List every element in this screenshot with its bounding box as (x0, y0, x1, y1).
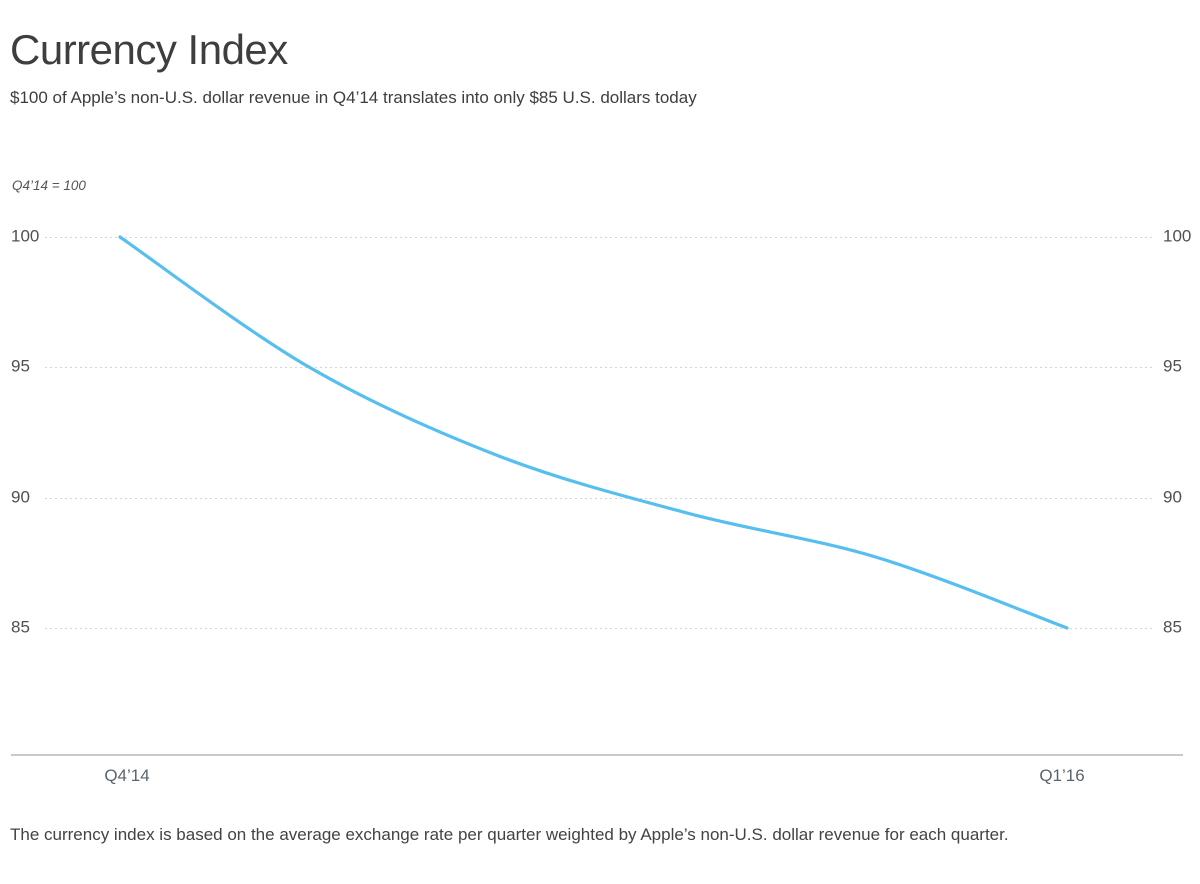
x-axis-line (11, 754, 1183, 756)
index-base-note: Q4’14 = 100 (12, 178, 86, 193)
y-axis-label-right: 100 (1163, 226, 1192, 246)
gridline (45, 497, 1152, 499)
gridline (45, 236, 1152, 238)
y-axis-label-left: 85 (11, 617, 30, 637)
y-axis-label-right: 90 (1163, 487, 1182, 507)
y-axis-label-left: 95 (11, 356, 30, 376)
gridline (45, 366, 1152, 368)
y-axis-label-right: 95 (1163, 356, 1182, 376)
y-axis-label-left: 90 (11, 487, 30, 507)
chart-subtitle: $100 of Apple’s non-U.S. dollar revenue … (10, 88, 697, 107)
x-axis-label-end: Q1’16 (1039, 766, 1085, 785)
gridline (45, 627, 1152, 629)
chart-footnote: The currency index is based on the avera… (10, 825, 1009, 844)
page-title: Currency Index (10, 26, 288, 73)
x-axis-label-start: Q4’14 (104, 766, 150, 785)
y-axis-label-left: 100 (11, 226, 40, 246)
y-axis-label-right: 85 (1163, 617, 1182, 637)
index-line-series (118, 235, 1069, 630)
